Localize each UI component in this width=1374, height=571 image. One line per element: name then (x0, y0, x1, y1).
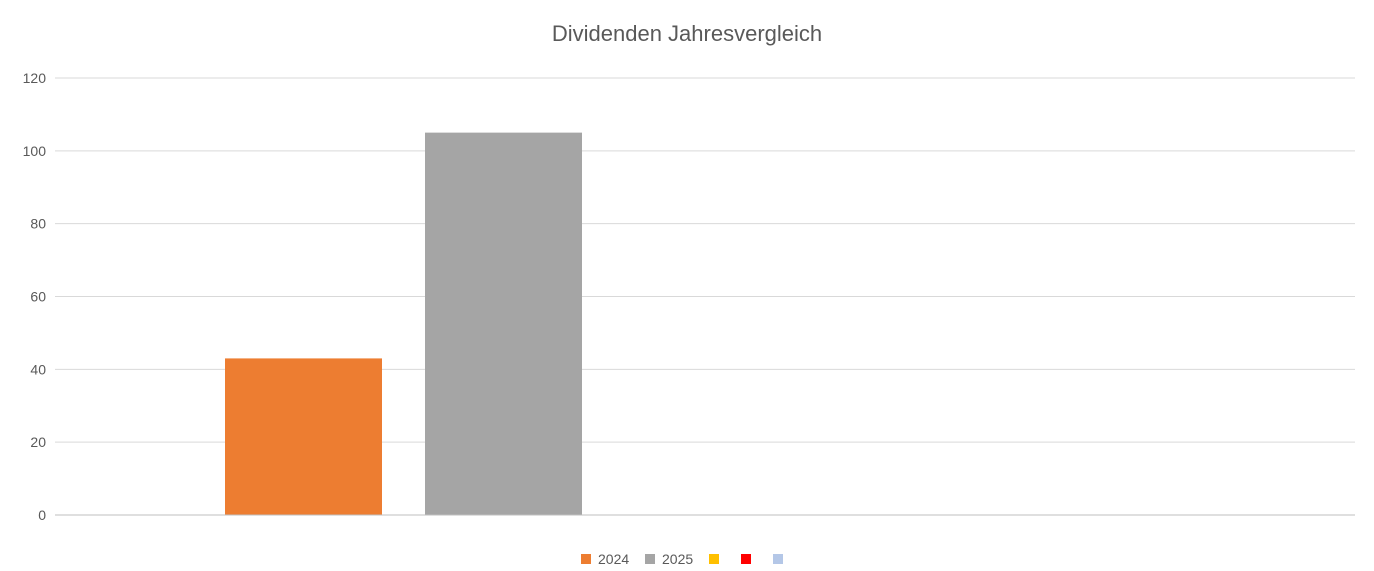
bars (225, 132, 582, 515)
legend: 2024 2025 (581, 551, 783, 567)
y-tick-label: 100 (23, 143, 47, 159)
y-tick-label: 60 (30, 289, 46, 305)
legend-swatch (773, 554, 783, 564)
legend-label: 2024 (598, 551, 629, 567)
legend-label: 2025 (662, 551, 693, 567)
legend-swatch (645, 554, 655, 564)
y-tick-label: 80 (30, 216, 46, 232)
bar-2025 (425, 132, 582, 515)
chart-title: Dividenden Jahresvergleich (552, 21, 822, 46)
y-tick-label: 40 (30, 361, 46, 377)
y-tick-label: 0 (38, 507, 46, 523)
legend-swatch (709, 554, 719, 564)
bar-2024 (225, 358, 382, 515)
legend-swatch (581, 554, 591, 564)
y-tick-label: 20 (30, 434, 46, 450)
legend-swatch (741, 554, 751, 564)
y-axis-ticks: 0 20 40 60 80 100 120 (23, 70, 47, 523)
y-tick-label: 120 (23, 70, 47, 86)
